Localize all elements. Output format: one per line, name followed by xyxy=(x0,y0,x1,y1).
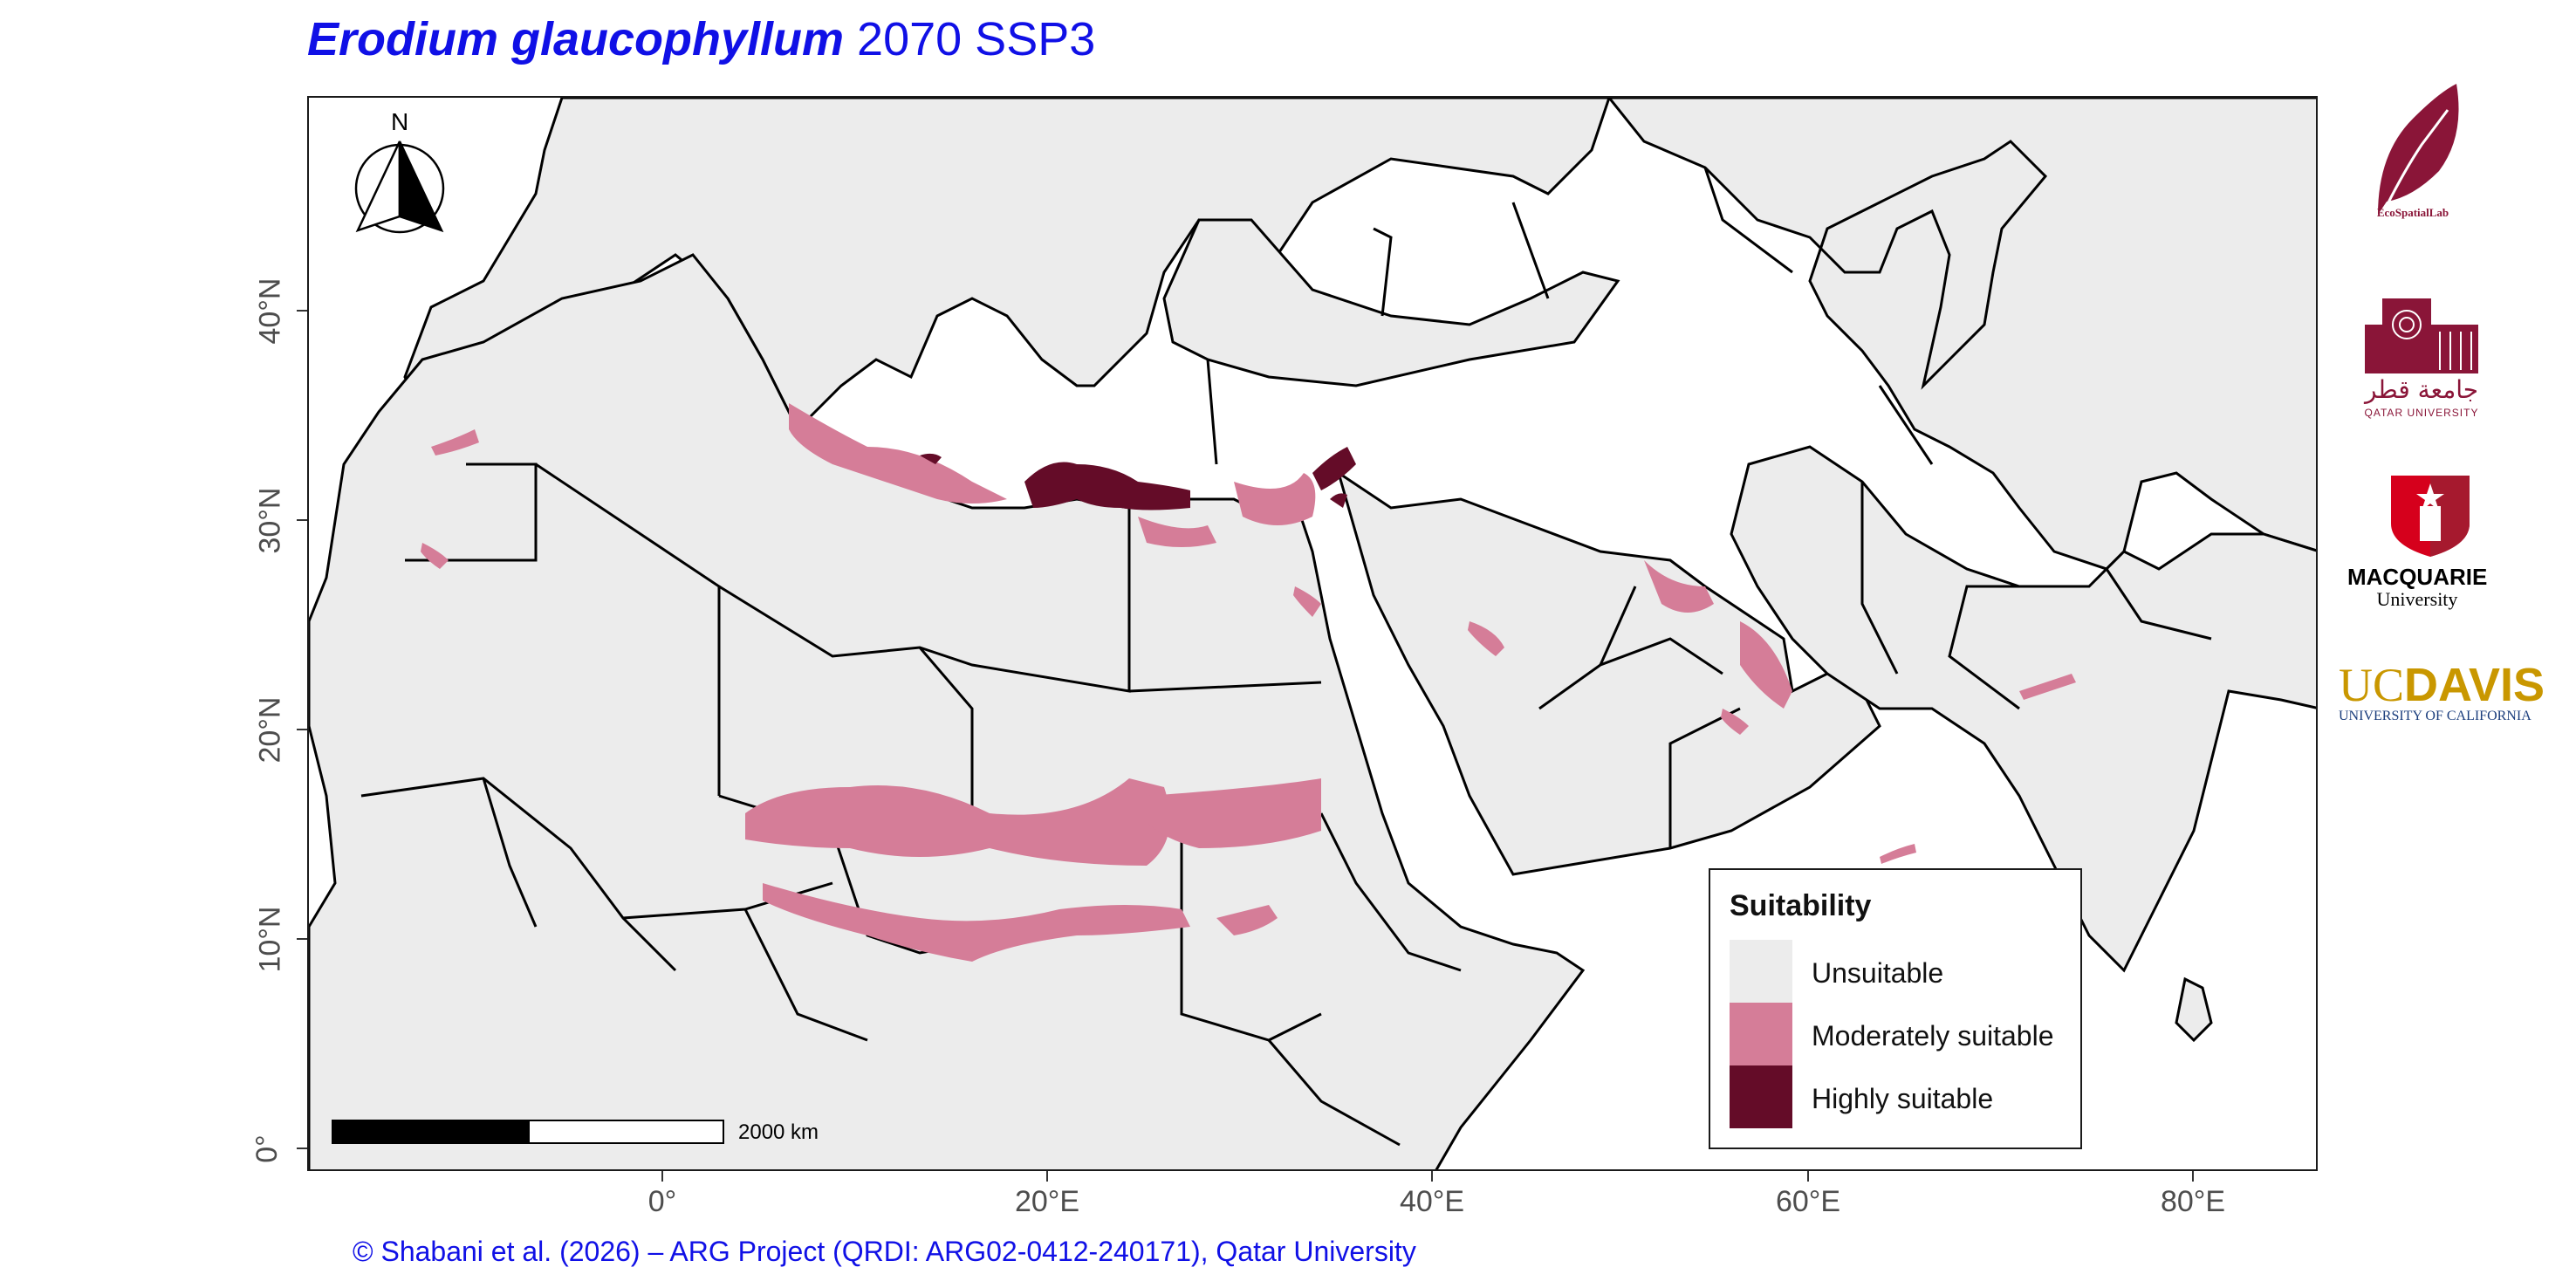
x-tick-label-60e: 60°E xyxy=(1775,1185,1841,1218)
legend-key-high xyxy=(1730,1065,1792,1128)
y-tick xyxy=(297,1148,307,1149)
y-tick-label-30n: 30°N xyxy=(253,487,287,554)
legend-key-moderate xyxy=(1730,1003,1792,1065)
x-tick xyxy=(1807,1171,1809,1182)
scenario-label: 2070 SSP3 xyxy=(844,13,1096,65)
x-tick xyxy=(2192,1171,2194,1182)
north-arrow: N xyxy=(351,108,449,239)
map-title: Erodium glaucophyllum 2070 SSP3 xyxy=(307,12,1095,66)
suitability-moderate xyxy=(421,403,2076,962)
land-south-asia xyxy=(1730,445,2316,973)
ucdavis-logo: UCDAVIS UNIVERSITY OF CALIFORNIA xyxy=(2339,658,2562,728)
qatar-building-icon xyxy=(2365,298,2478,373)
macquarie-name: MACQUARIE xyxy=(2347,564,2488,590)
y-tick xyxy=(297,310,307,312)
compass-icon xyxy=(354,140,445,234)
x-tick-label-40e: 40°E xyxy=(1399,1185,1465,1218)
y-tick-label-0: 0° xyxy=(250,1134,284,1163)
scale-bar xyxy=(332,1120,724,1144)
x-tick-label-20e: 20°E xyxy=(1014,1185,1080,1218)
legend-label-moderate: Moderately suitable xyxy=(1812,1020,2054,1052)
y-tick xyxy=(297,519,307,521)
qatar-university-arabic: جامعة قطر xyxy=(2364,375,2479,404)
ucdavis-uc: UC xyxy=(2339,659,2405,711)
land-sri-lanka xyxy=(2175,976,2213,1043)
map-panel xyxy=(307,96,2318,1171)
macquarie-shield-icon xyxy=(2391,476,2470,557)
legend-title: Suitability xyxy=(1730,889,1872,922)
legend-key-unsuitable xyxy=(1730,940,1792,1003)
legend: Suitability Unsuitable Moderately suitab… xyxy=(1709,868,2082,1149)
north-label: N xyxy=(391,108,409,135)
map-canvas xyxy=(309,98,2316,1169)
land-anatomia xyxy=(1162,218,1620,387)
legend-label-unsuitable: Unsuitable xyxy=(1812,957,1944,989)
x-tick xyxy=(661,1171,663,1182)
ucdavis-subtitle: UNIVERSITY OF CALIFORNIA xyxy=(2339,709,2531,723)
qatar-university-english: QATAR UNIVERSITY xyxy=(2364,407,2479,419)
y-tick xyxy=(297,938,307,940)
x-tick-label-80e: 80°E xyxy=(2160,1185,2226,1218)
x-tick-label-0: 0° xyxy=(647,1185,677,1218)
macquarie-university-text: University xyxy=(2376,588,2458,610)
y-tick-label-20n: 20°N xyxy=(253,696,287,764)
ecospatiallab-logo: EcoSpatialLab xyxy=(2356,84,2470,232)
species-name: Erodium glaucophyllum xyxy=(307,13,845,65)
x-tick xyxy=(1431,1171,1433,1182)
scale-bar-label: 2000 km xyxy=(738,1120,819,1144)
land-central-asia xyxy=(1607,98,2316,571)
y-tick-label-10n: 10°N xyxy=(253,906,287,973)
ucdavis-davis: DAVIS xyxy=(2404,659,2545,711)
x-tick xyxy=(1046,1171,1048,1182)
credit-line: © Shabani et al. (2026) – ARG Project (Q… xyxy=(353,1236,1416,1267)
suitability-high xyxy=(920,447,1356,510)
leaf-icon xyxy=(2378,84,2459,215)
y-tick xyxy=(297,729,307,730)
ecospatiallab-text: EcoSpatialLab xyxy=(2376,206,2449,219)
legend-label-high: Highly suitable xyxy=(1812,1083,1994,1114)
y-tick-label-40n: 40°N xyxy=(253,277,287,345)
qatar-university-logo: جامعة قطر QATAR UNIVERSITY xyxy=(2356,290,2487,421)
land-africa xyxy=(309,253,1586,1169)
macquarie-university-logo: MACQUARIE University xyxy=(2347,471,2487,611)
